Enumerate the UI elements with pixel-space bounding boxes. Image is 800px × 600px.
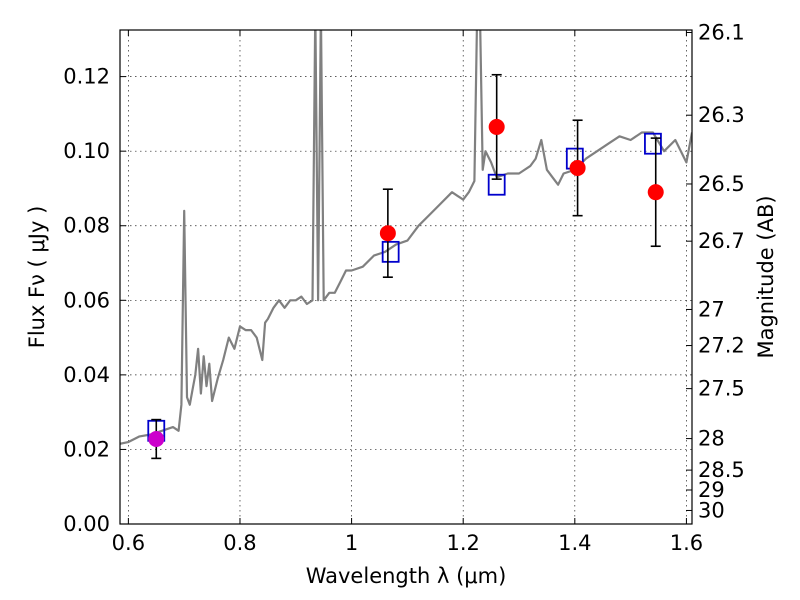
observed-photometry-point: [647, 184, 664, 201]
y-tick-label: 0.10: [63, 139, 110, 163]
model-photometry-marker: [644, 132, 662, 155]
y2-axis-label: Magnitude (AB): [754, 195, 778, 358]
axes-frame: [119, 29, 693, 525]
y2-tick-label: 26.1: [698, 21, 745, 45]
ticks: [120, 30, 692, 525]
x-axis-label: Wavelength λ (μm): [306, 564, 507, 588]
y2-tick-label: 26.5: [698, 172, 745, 196]
y2-tick-label: 27: [698, 297, 725, 321]
x-tick-label: 1.4: [558, 531, 591, 555]
x-tick-label: 1.2: [446, 531, 479, 555]
y2-tick-label: 26.3: [698, 103, 745, 127]
y2-tick-label: 27.2: [698, 334, 745, 358]
y2-tick-label: 29: [698, 478, 725, 502]
x-tick-label: 1: [345, 531, 358, 555]
x-tick-label: 0.8: [223, 531, 256, 555]
y2-tick-label: 28.5: [698, 458, 745, 482]
model-photometry-marker: [381, 240, 400, 263]
y-tick-label: 0.02: [63, 437, 110, 461]
observed-photometry-point: [569, 159, 586, 176]
observed-photometry-point: [379, 225, 396, 242]
y-tick-label: 0.06: [63, 288, 110, 312]
y2-tick-label: 30: [698, 498, 725, 522]
y2-tick-label: 28: [698, 427, 725, 451]
y-tick-label: 0.12: [63, 65, 110, 89]
tick-labels: 0.6 0.8 1 1.2 1.4 1.6 0.00 0.02 0.04 0.06 0.08 0.10…: [63, 21, 745, 555]
markers: [147, 73, 664, 460]
y-tick-label: 0.04: [63, 363, 110, 387]
y-axis-label: Flux Fν ( μJy ): [25, 206, 49, 349]
y-tick-label: 0.08: [63, 214, 110, 238]
spectrum-line: [120, 30, 692, 445]
x-tick-label: 1.6: [670, 531, 703, 555]
y2-tick-label: 27.5: [698, 377, 745, 401]
plot-area: [120, 30, 692, 445]
y-tick-label: 0.00: [63, 512, 110, 536]
observed-photometry-point: [148, 430, 165, 447]
y2-tick-label: 26.7: [698, 229, 745, 253]
x-tick-label: 0.6: [112, 531, 145, 555]
observed-photometry-point: [488, 118, 505, 135]
